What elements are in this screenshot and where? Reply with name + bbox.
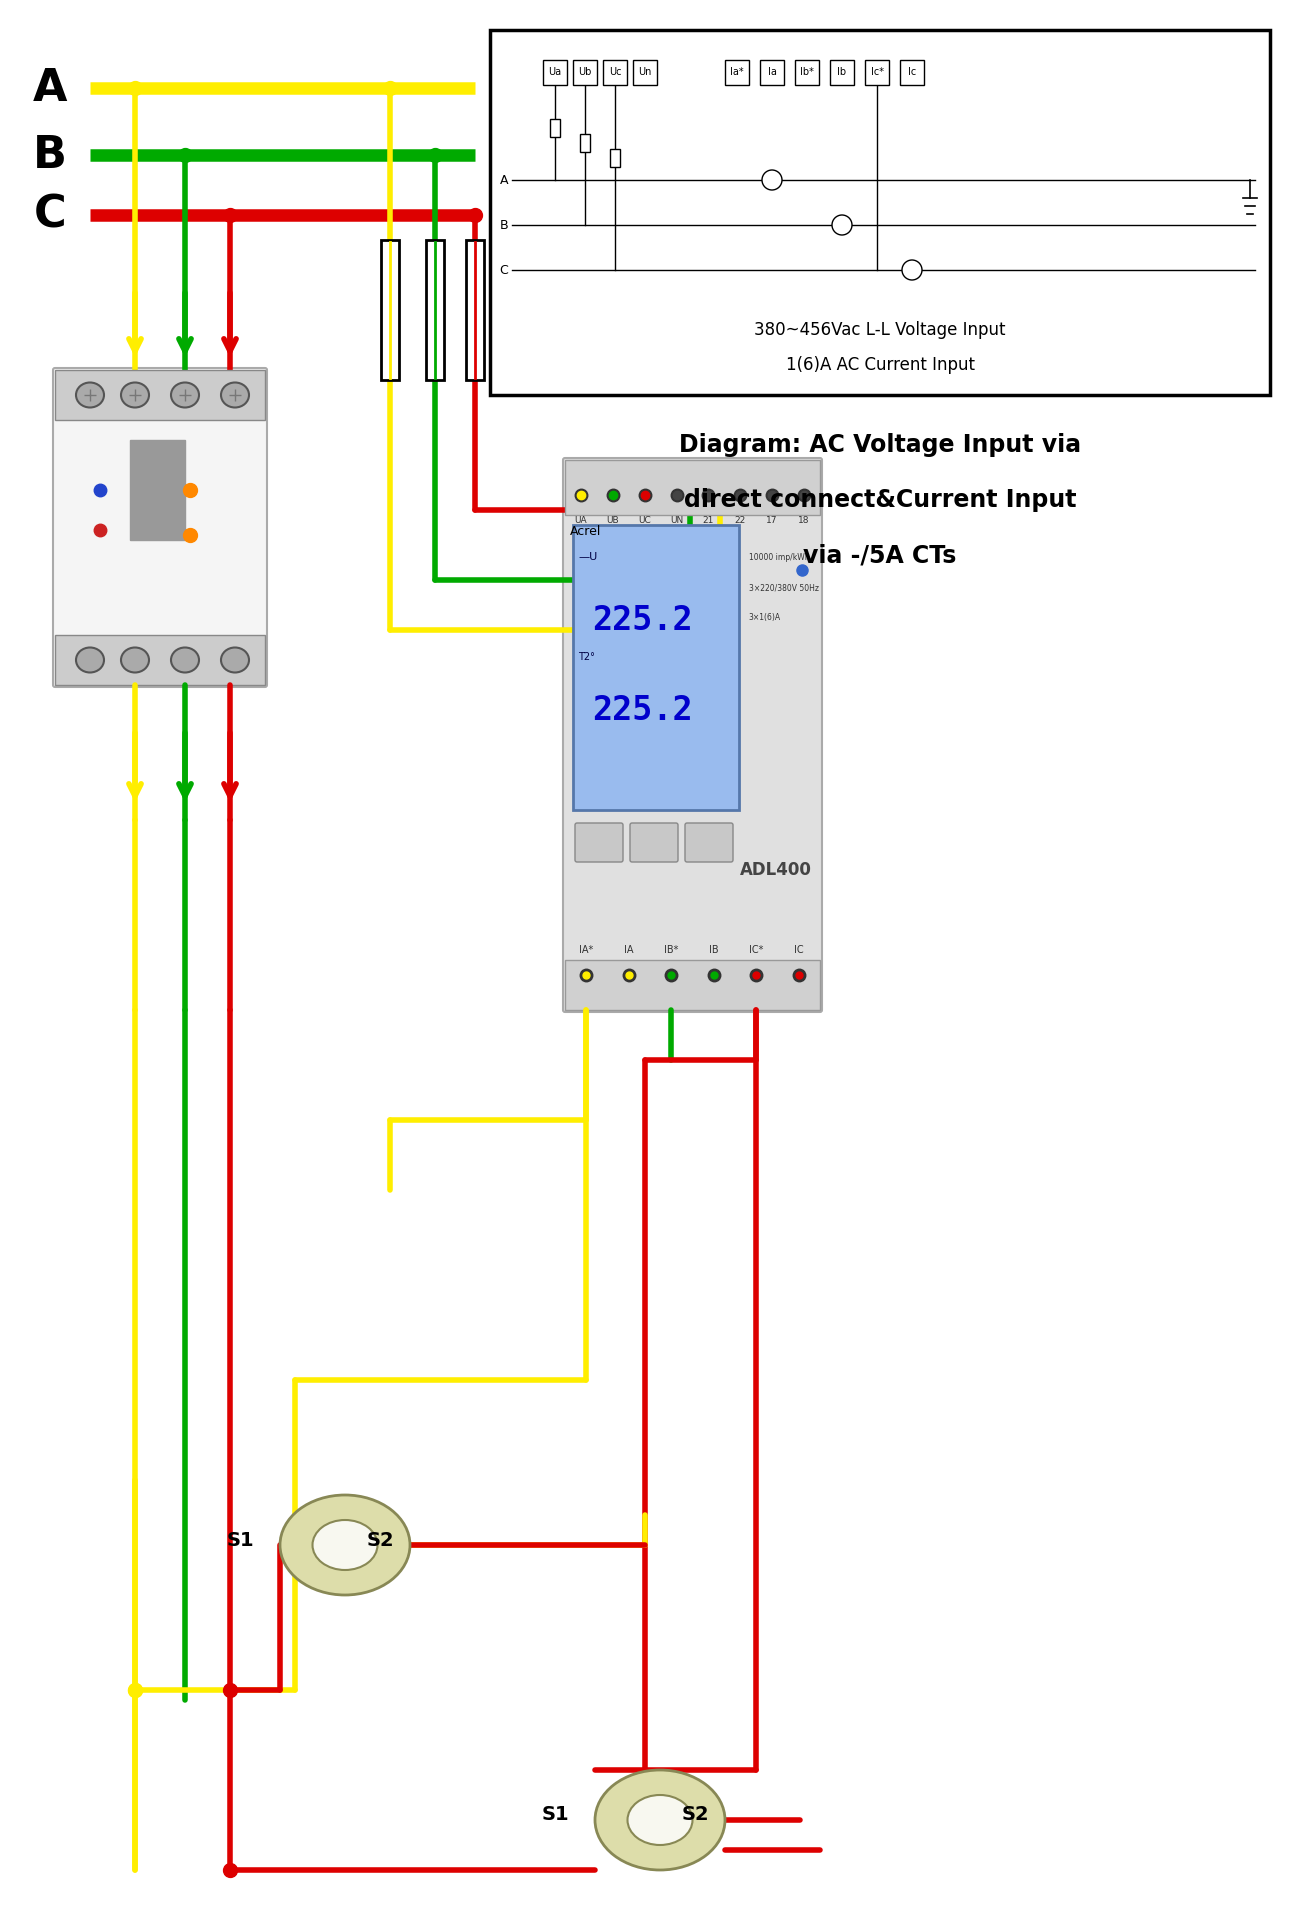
Text: IB: IB [708, 945, 719, 954]
Text: Ua: Ua [549, 67, 562, 76]
Text: A: A [32, 67, 68, 109]
Text: 18: 18 [798, 515, 810, 525]
Text: 10000 imp/kWh: 10000 imp/kWh [749, 554, 809, 561]
Text: IA*: IA* [578, 945, 593, 954]
Bar [566, 460, 820, 515]
Text: —U: —U [578, 552, 597, 561]
Ellipse shape [902, 260, 922, 281]
Bar [603, 59, 627, 86]
Text: A: A [499, 174, 508, 187]
FancyBboxPatch shape [685, 823, 733, 863]
FancyBboxPatch shape [630, 823, 679, 863]
Text: Uc: Uc [608, 67, 621, 76]
Ellipse shape [221, 382, 250, 407]
Text: IC*: IC* [749, 945, 763, 954]
Text: 225.2: 225.2 [593, 603, 693, 636]
Bar [566, 960, 820, 1010]
Ellipse shape [832, 216, 852, 235]
Text: UN: UN [670, 515, 684, 525]
Text: IC: IC [794, 945, 803, 954]
Text: Ub: Ub [578, 67, 592, 76]
Text: Ib*: Ib* [800, 67, 814, 76]
Text: IB*: IB* [664, 945, 679, 954]
Text: IA: IA [624, 945, 633, 954]
Text: Ic*: Ic* [871, 67, 884, 76]
Bar [829, 59, 854, 86]
Text: C: C [499, 263, 508, 277]
Text: S2: S2 [681, 1806, 709, 1825]
Text: UA: UA [575, 515, 588, 525]
Bar [864, 59, 889, 86]
Ellipse shape [121, 647, 150, 672]
Ellipse shape [280, 1495, 410, 1596]
Bar [490, 31, 1270, 395]
Ellipse shape [221, 647, 250, 672]
Bar [760, 59, 784, 86]
Text: B: B [499, 218, 508, 231]
Text: Ia*: Ia* [731, 67, 744, 76]
Bar [465, 241, 484, 380]
Text: 21: 21 [703, 515, 714, 525]
Bar [55, 636, 265, 685]
FancyBboxPatch shape [563, 458, 822, 1012]
Text: Un: Un [638, 67, 651, 76]
Text: direct connect&Current Input: direct connect&Current Input [684, 489, 1076, 512]
Ellipse shape [172, 647, 199, 672]
Bar [796, 59, 819, 86]
Text: Acrel: Acrel [569, 525, 602, 538]
Bar [426, 241, 445, 380]
Text: 1(6)A AC Current Input: 1(6)A AC Current Input [785, 355, 975, 374]
Ellipse shape [628, 1794, 693, 1844]
Bar [573, 525, 738, 809]
Bar [550, 118, 560, 137]
Text: Ib: Ib [837, 67, 846, 76]
Text: ADL400: ADL400 [740, 861, 812, 878]
Ellipse shape [762, 170, 783, 191]
Text: S1: S1 [226, 1531, 254, 1550]
Ellipse shape [75, 647, 104, 672]
FancyBboxPatch shape [53, 368, 266, 687]
Text: C: C [34, 193, 66, 237]
Bar [580, 134, 590, 153]
Text: Diagram: AC Voltage Input via: Diagram: AC Voltage Input via [679, 433, 1082, 456]
Text: S1: S1 [541, 1806, 569, 1825]
Bar [543, 59, 567, 86]
Bar [725, 59, 749, 86]
Bar [573, 59, 597, 86]
Bar [633, 59, 656, 86]
Text: 3×220/380V 50Hz: 3×220/380V 50Hz [749, 582, 819, 592]
FancyBboxPatch shape [575, 823, 623, 863]
Ellipse shape [312, 1520, 377, 1569]
Bar [900, 59, 924, 86]
Text: Fuse (5A): Fuse (5A) [497, 300, 595, 321]
Ellipse shape [121, 382, 150, 407]
Ellipse shape [172, 382, 199, 407]
Bar [55, 370, 265, 420]
Text: Ia: Ia [767, 67, 776, 76]
Text: UB: UB [607, 515, 619, 525]
Text: UC: UC [638, 515, 651, 525]
Text: 380~456Vac L-L Voltage Input: 380~456Vac L-L Voltage Input [754, 321, 1006, 340]
Text: Ic: Ic [907, 67, 916, 76]
Text: T2°: T2° [578, 653, 595, 662]
Ellipse shape [595, 1770, 725, 1871]
Text: S2: S2 [367, 1531, 394, 1550]
Text: 225.2: 225.2 [593, 693, 693, 727]
Text: via -/5A CTs: via -/5A CTs [803, 542, 957, 567]
Bar [610, 149, 620, 166]
Text: 3×1(6)A: 3×1(6)A [749, 613, 780, 622]
Text: 22: 22 [734, 515, 746, 525]
Text: B: B [32, 134, 68, 176]
Bar [130, 439, 185, 540]
Ellipse shape [75, 382, 104, 407]
Bar [381, 241, 399, 380]
Text: 17: 17 [767, 515, 777, 525]
